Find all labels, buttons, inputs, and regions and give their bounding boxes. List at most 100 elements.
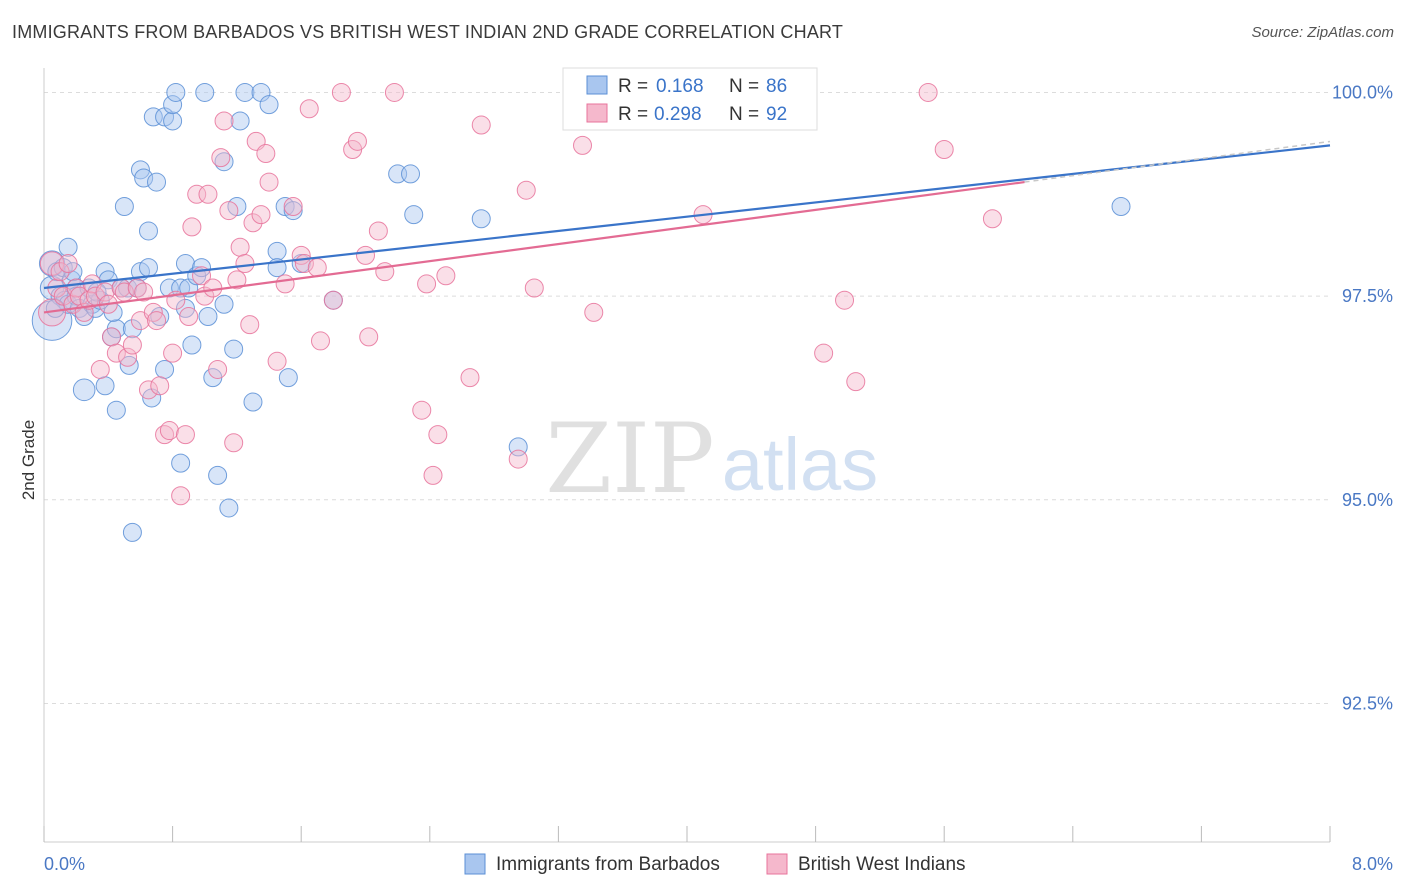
axes xyxy=(43,68,1331,843)
bwi-point-50 xyxy=(240,315,260,335)
bwi-point-65 xyxy=(331,82,351,102)
barbados-point-30 xyxy=(122,319,142,339)
barbados-point-24 xyxy=(106,400,126,420)
y-tick-label-1: 97.5% xyxy=(1342,286,1393,306)
barbados-point-36 xyxy=(138,221,158,241)
legend-r-value-1: 0.168 xyxy=(656,76,704,97)
barbados-point-81 xyxy=(1111,197,1131,217)
barbados-point-72 xyxy=(278,368,298,388)
barbados-point-78 xyxy=(404,205,424,225)
barbados-point-58 xyxy=(208,465,228,485)
bwi-point-25 xyxy=(138,380,158,400)
bwi-point-40 xyxy=(198,184,218,204)
barbados-point-56 xyxy=(198,306,218,326)
bwi-point-58 xyxy=(283,197,303,217)
bwi-point-20 xyxy=(118,347,138,367)
bwi-point-31 xyxy=(163,343,183,363)
barbados-point-28 xyxy=(119,355,139,375)
barbados-point-65 xyxy=(235,82,255,102)
trend-line-bwi-extension xyxy=(1024,140,1331,183)
series-bwi-points xyxy=(38,82,1002,506)
barbados-point-39 xyxy=(147,172,167,192)
x-tick-label-1: 8.0% xyxy=(1352,854,1393,874)
bwi-point-82 xyxy=(524,278,544,298)
bwi-point-46 xyxy=(224,433,244,453)
bwi-point-83 xyxy=(573,135,593,155)
barbados-point-14 xyxy=(72,378,96,402)
bwi-point-75 xyxy=(423,465,443,485)
y-axis-title: 2nd Grade xyxy=(19,420,38,500)
bwi-point-34 xyxy=(175,425,195,445)
legend-swatch-pink xyxy=(586,103,608,123)
bwi-point-64 xyxy=(323,290,343,310)
legend-n-label-1: N = xyxy=(729,76,759,97)
bottom-legend: Immigrants from Barbados British West In… xyxy=(464,853,966,875)
x-tick-labels: 0.0% 8.0% xyxy=(44,854,1393,874)
barbados-point-8 xyxy=(58,237,78,257)
bwi-point-24 xyxy=(134,282,154,302)
legend-n-value-2: 92 xyxy=(766,104,787,125)
series-barbados-points xyxy=(31,82,1131,542)
barbados-point-44 xyxy=(163,111,183,131)
bwi-point-92 xyxy=(982,209,1002,229)
legend-swatch-blue xyxy=(586,75,608,95)
legend-n-value-1: 86 xyxy=(766,76,787,97)
bwi-point-37 xyxy=(187,184,207,204)
bwi-point-80 xyxy=(508,449,528,469)
barbados-point-20 xyxy=(95,376,115,396)
source-label: Source: ZipAtlas.com xyxy=(1251,24,1394,41)
legend-r-value-2: 0.298 xyxy=(654,104,702,125)
bwi-point-49 xyxy=(235,254,255,274)
barbados-point-34 xyxy=(134,168,154,188)
barbados-point-69 xyxy=(267,241,287,261)
bwi-point-90 xyxy=(918,82,938,102)
bwi-point-47 xyxy=(227,270,247,290)
chart-title: IMMIGRANTS FROM BARBADOS VS BRITISH WEST… xyxy=(12,22,844,42)
barbados-point-52 xyxy=(182,335,202,355)
bwi-point-56 xyxy=(267,351,287,371)
bwi-point-48 xyxy=(230,237,250,257)
barbados-point-35 xyxy=(138,258,158,278)
barbados-point-79 xyxy=(471,209,491,229)
x-tick-label-0: 0.0% xyxy=(44,854,85,874)
bwi-point-73 xyxy=(412,400,432,420)
y-tick-label-3: 92.5% xyxy=(1342,693,1393,713)
bottom-legend-label-bwi: British West Indians xyxy=(798,854,966,875)
bwi-point-33 xyxy=(171,486,191,506)
bwi-point-78 xyxy=(460,368,480,388)
barbados-point-66 xyxy=(243,392,263,412)
bwi-point-68 xyxy=(356,245,375,265)
barbados-point-55 xyxy=(195,82,215,102)
bwi-point-13 xyxy=(90,359,110,379)
legend-n-label-2: N = xyxy=(729,104,759,125)
bwi-point-77 xyxy=(436,266,456,286)
bwi-point-91 xyxy=(934,139,954,159)
bwi-point-69 xyxy=(359,327,379,347)
barbados-point-73 xyxy=(283,201,303,221)
bwi-point-35 xyxy=(179,306,199,326)
bwi-point-61 xyxy=(299,99,319,119)
bwi-point-41 xyxy=(203,278,223,298)
bwi-point-14 xyxy=(95,282,115,302)
barbados-point-26 xyxy=(114,197,134,217)
bwi-point-88 xyxy=(835,290,855,310)
barbados-point-60 xyxy=(214,294,234,314)
bwi-point-16 xyxy=(102,327,122,347)
bwi-point-17 xyxy=(106,343,126,363)
bwi-point-21 xyxy=(122,335,142,355)
trend-lines xyxy=(43,140,1331,314)
bwi-point-84 xyxy=(584,302,604,322)
barbados-point-61 xyxy=(219,498,239,518)
barbados-point-46 xyxy=(166,82,186,102)
watermark-zip: ZIP xyxy=(545,403,714,515)
barbados-point-48 xyxy=(171,453,191,473)
legend-r-label-1: R = xyxy=(618,76,648,97)
bwi-point-74 xyxy=(417,274,437,294)
bwi-point-79 xyxy=(471,115,491,135)
bwi-point-54 xyxy=(256,144,276,164)
bwi-point-30 xyxy=(159,421,179,441)
bottom-legend-swatch-blue xyxy=(464,853,486,875)
trend-line-barbados xyxy=(43,144,1331,290)
legend-r-label-2: R = xyxy=(618,104,648,125)
barbados-point-68 xyxy=(259,95,279,115)
